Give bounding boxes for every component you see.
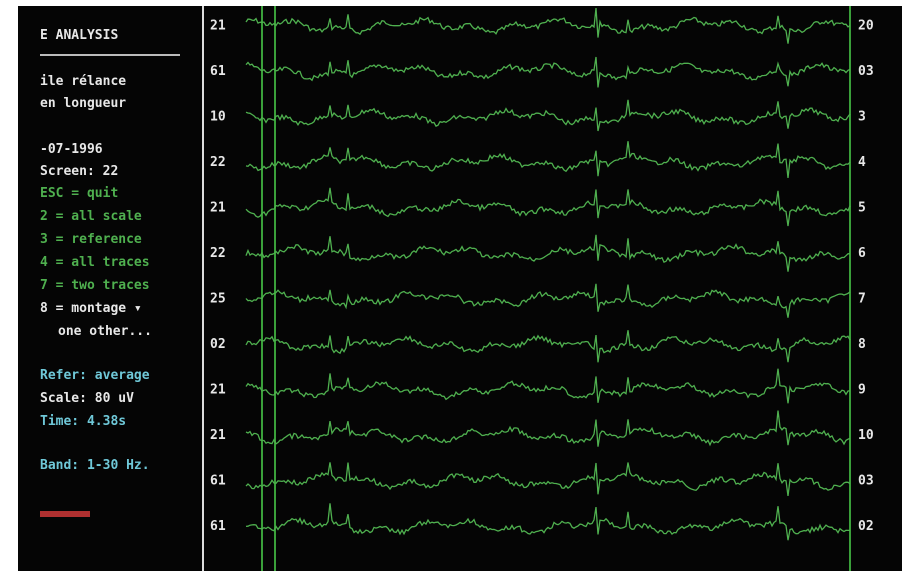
menu-item[interactable]: 8 = montage ▾ — [40, 301, 142, 316]
channel-label: 10 — [858, 428, 874, 443]
channel-label: 21 — [210, 383, 226, 398]
channel-label: 8 — [858, 337, 866, 352]
sidebar: E ANALYSIS ile rélance en longueur -07-1… — [18, 6, 202, 571]
channel-label: 21 — [210, 428, 226, 443]
status-line: Band: 1-30 Hz. — [40, 458, 150, 473]
channel-label: 7 — [858, 292, 866, 307]
eeg-trace — [245, 410, 851, 447]
eeg-trace — [245, 8, 851, 44]
channel-label: 20 — [858, 19, 874, 34]
channel-label: 22 — [210, 155, 226, 170]
channel-label: 21 — [210, 201, 226, 216]
header-line: en longueur — [40, 96, 127, 111]
eeg-trace — [245, 368, 851, 404]
channel-label: 10 — [210, 110, 226, 125]
channel-label: 3 — [858, 110, 866, 125]
menu-item[interactable]: 2 = all scale — [40, 209, 142, 224]
status-line: Time: 4.38s — [40, 414, 127, 429]
channel-label: 5 — [858, 201, 866, 216]
channel-label: 6 — [858, 246, 866, 261]
eeg-trace — [245, 141, 851, 178]
eeg-trace — [245, 503, 850, 541]
menu-item[interactable]: 3 = reference — [40, 232, 142, 247]
eeg-trace — [245, 187, 851, 227]
menu-item[interactable]: 4 = all traces — [40, 255, 150, 270]
status-line: Scale: 80 uV — [40, 391, 134, 406]
eeg-screen: 21 20 61 03 10 3 22 4 21 5 22 6 25 7 02 8 21 9 21 10 61 03 61 0… — [18, 6, 902, 571]
menu-item[interactable]: 7 = two traces — [40, 278, 150, 293]
eeg-trace — [245, 234, 851, 272]
trace-area: 21 20 61 03 10 3 22 4 21 5 22 6 25 7 02 8 21 9 21 10 61 03 61 0… — [202, 6, 874, 571]
header-line: ile rélance — [40, 74, 127, 89]
info-line: -07-1996 — [40, 142, 103, 157]
eeg-trace — [245, 56, 851, 88]
rule — [40, 54, 180, 56]
channel-label: 9 — [858, 383, 866, 398]
channel-label: 03 — [858, 474, 874, 489]
channel-label: 4 — [858, 155, 866, 170]
channel-label: 61 — [210, 474, 226, 489]
channel-label: 21 — [210, 19, 226, 34]
menu-item[interactable]: ESC = quit — [40, 186, 119, 201]
channel-label: 03 — [858, 64, 874, 79]
eeg-trace — [245, 99, 851, 132]
channel-label: 61 — [210, 64, 226, 79]
eeg-trace — [245, 330, 851, 363]
channel-label: 61 — [210, 519, 226, 534]
menu-item[interactable]: one other... — [58, 324, 152, 339]
info-line: Screen: 22 — [40, 164, 119, 179]
channel-label: 02 — [858, 519, 874, 534]
channel-label: 02 — [210, 337, 226, 352]
header-line: E ANALYSIS — [40, 28, 119, 43]
indicator — [40, 511, 90, 517]
channel-label: 25 — [210, 292, 226, 307]
channel-label: 22 — [210, 246, 226, 261]
eeg-trace — [245, 462, 851, 496]
status-line: Refer: average — [40, 368, 150, 383]
eeg-trace — [245, 283, 851, 318]
